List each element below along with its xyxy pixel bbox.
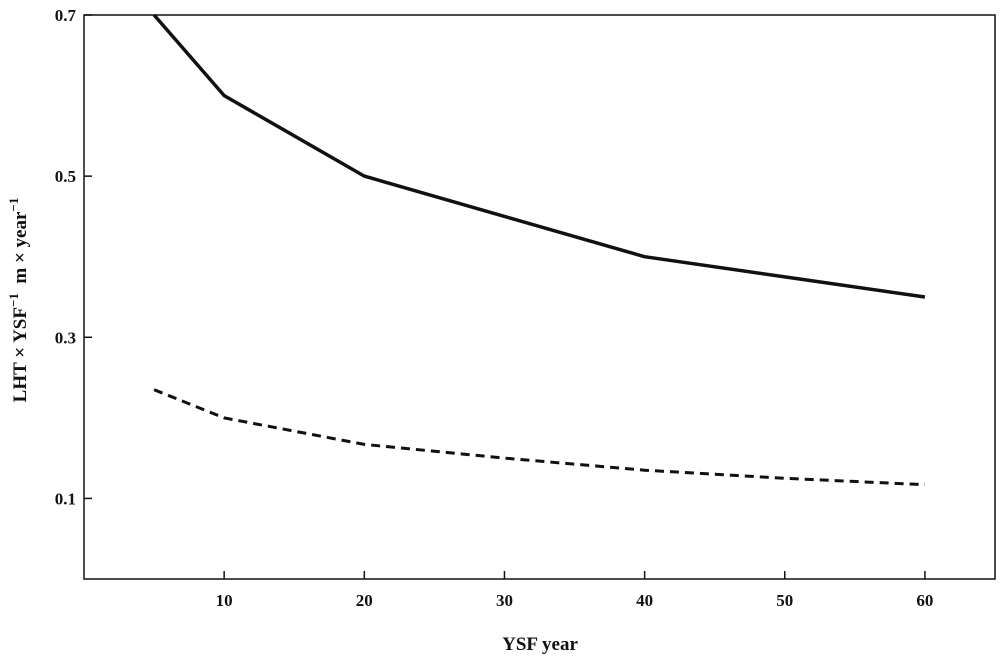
y-axis-title: LHT × YSF−1 m × year−1: [6, 198, 31, 403]
x-tick-label: 60: [916, 591, 933, 610]
y-axis-title-unit: m × year: [10, 211, 31, 293]
x-tick-label: 30: [496, 591, 513, 610]
series-line-2-dashed: [153, 388, 925, 487]
x-axis: 10 20 30 40 50 60: [216, 571, 933, 610]
y-axis-title-sup2: −1: [6, 198, 21, 212]
x-axis-title: YSF year: [502, 634, 578, 655]
x-tick-label: 10: [216, 591, 233, 610]
series-line-1-solid: [152, 13, 926, 299]
x-tick-label: 40: [636, 591, 653, 610]
y-axis: 0.1 0.3 0.5 0.7: [55, 6, 92, 508]
y-axis-title-sup1: −1: [6, 293, 21, 307]
plot-frame: [83, 14, 996, 580]
y-axis-title-main: LHT × YSF: [10, 307, 31, 402]
y-tick-label: 0.5: [55, 167, 76, 186]
x-tick-label: 50: [776, 591, 793, 610]
y-tick-label: 0.3: [55, 328, 76, 347]
y-tick-label: 0.1: [55, 489, 76, 508]
y-tick-label: 0.7: [55, 6, 77, 25]
x-tick-label: 20: [356, 591, 373, 610]
series-layer: [152, 13, 926, 487]
